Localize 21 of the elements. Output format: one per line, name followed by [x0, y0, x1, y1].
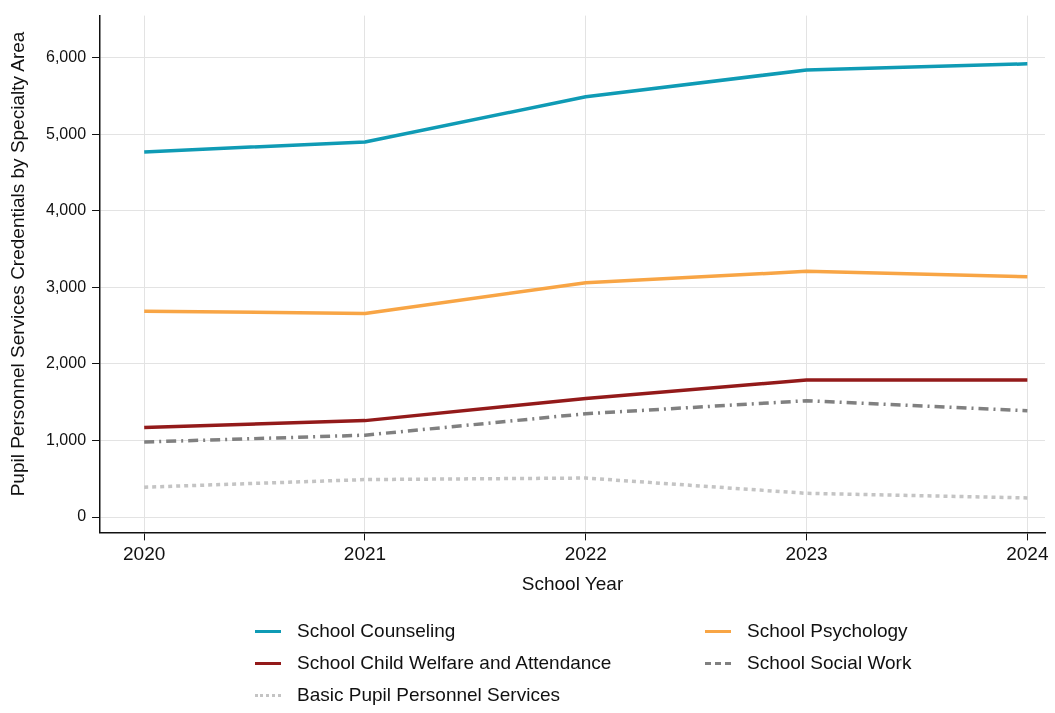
y-axis-title: Pupil Personnel Services Credentials by Specialty Area	[7, 30, 29, 499]
line-series	[142, 398, 1030, 444]
x-tick-label: 2020	[123, 543, 166, 565]
x-tick-label: 2021	[343, 543, 387, 565]
x-tick-label: 2024	[1006, 543, 1049, 565]
x-tick-label: 2023	[785, 543, 828, 565]
y-tick-label: 2,000	[45, 354, 87, 372]
y-tick-label: 4,000	[45, 201, 87, 219]
legend-label: School Child Welfare and Attendance	[297, 652, 612, 674]
legend-label: School Psychology	[747, 620, 908, 642]
x-tick-label: 2022	[564, 543, 607, 565]
y-tick-label: 0	[77, 507, 87, 525]
legend-label: School Social Work	[747, 652, 912, 674]
legend-label: Basic Pupil Personnel Services	[297, 684, 560, 706]
y-tick-label: 5,000	[45, 124, 87, 142]
y-tick-label: 1,000	[45, 430, 87, 448]
y-tick-label: 3,000	[45, 277, 87, 295]
line-series	[142, 476, 1030, 500]
y-tick-label: 6,000	[45, 48, 87, 66]
legend-label: School Counseling	[297, 620, 456, 642]
x-axis-title: School Year	[521, 572, 624, 594]
